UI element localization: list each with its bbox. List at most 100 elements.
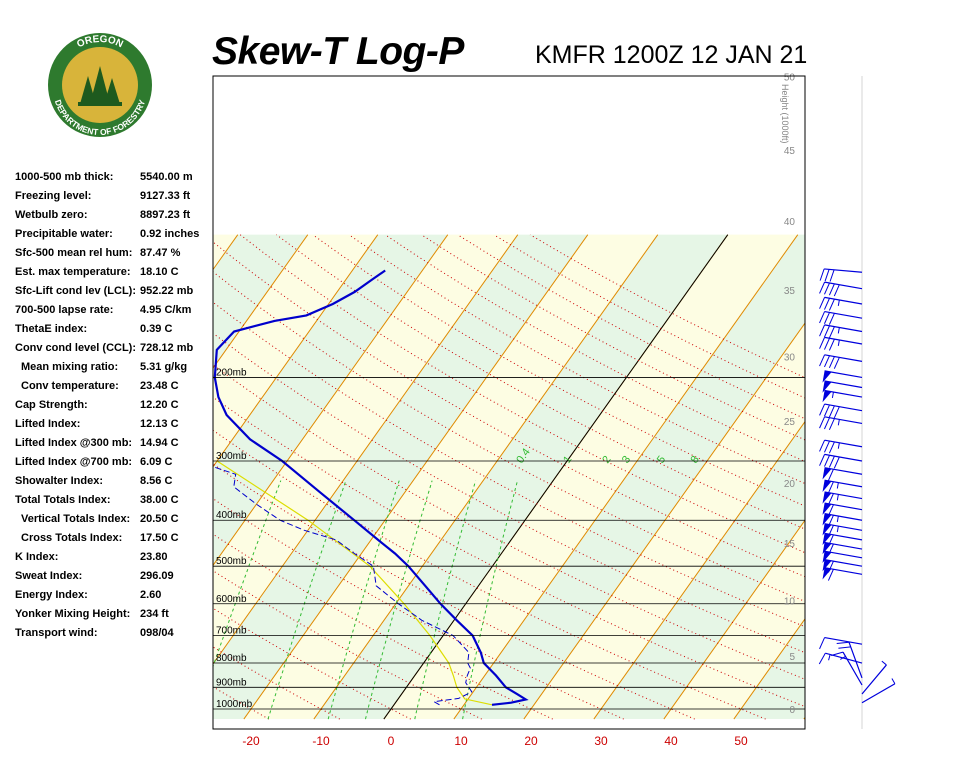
wind-barb-full (827, 560, 834, 573)
stat-label: Sweat Index: (15, 570, 83, 582)
wind-barb-half (836, 526, 839, 533)
plot-clip-group: 0.4 1 2 3 5 8 (213, 234, 805, 720)
wind-barb-full (819, 297, 826, 309)
wind-barb-full (819, 354, 826, 367)
wind-barb-full (824, 325, 830, 338)
wind-barb-full (824, 455, 830, 467)
wind-barb-half (837, 339, 840, 346)
stat-row: Precipitable water: 0.92 inches (15, 225, 220, 244)
wind-barb-staff (824, 403, 863, 412)
wind-barb-half (837, 442, 840, 449)
wind-barb (836, 641, 863, 679)
wind-barb (822, 559, 863, 573)
isotherm-line (733, 617, 805, 720)
temperature-band (383, 234, 798, 720)
wind-barb-full (833, 456, 840, 469)
isotherm-line (243, 234, 589, 720)
wind-barb-full (828, 441, 835, 454)
logo-text-top: OREGON (75, 34, 124, 50)
wind-barb-pennant (822, 480, 832, 492)
stat-value: 87.47 % (140, 247, 181, 259)
mixing-ratio-label: 5 (655, 454, 668, 466)
wind-barb-full (827, 534, 834, 547)
stat-row: Conv cond level (CCL): 728.12 mb (15, 339, 220, 358)
wind-barb (819, 268, 863, 282)
wind-barb-full (833, 357, 840, 369)
wind-barb-full (824, 282, 830, 295)
wind-barb-staff (824, 380, 863, 389)
wind-barb-staff (824, 523, 863, 531)
stat-label: Transport wind: (15, 627, 98, 639)
x-tick-label: 50 (734, 734, 748, 748)
height-tick-label: 10 (784, 597, 796, 608)
stat-label: Sfc-Lift cond lev (LCL): (15, 285, 136, 297)
wind-barb (822, 491, 863, 506)
stat-value: 952.22 mb (140, 285, 194, 297)
stat-row: K Index: 23.80 (15, 548, 220, 567)
stat-value: 17.50 C (140, 532, 179, 544)
wind-barb-staff (824, 636, 863, 645)
wind-barb-pennant (822, 390, 832, 403)
stat-row: ThetaE index: 0.39 C (15, 320, 220, 339)
wind-barb-full (824, 404, 830, 417)
isobar-label: 1000mb (216, 699, 253, 710)
wind-barb-full (827, 515, 834, 527)
isotherm-line (313, 234, 659, 720)
wind-barb (819, 636, 863, 650)
wind-barb-full (819, 439, 826, 452)
stat-value: 6.09 C (140, 456, 173, 468)
dry-adiabat-line (213, 607, 411, 720)
wind-barb (822, 513, 863, 527)
stat-value: 20.50 C (140, 513, 179, 525)
wind-barb (819, 403, 863, 419)
stat-label: 1000-500 mb thick: (15, 171, 114, 183)
height-tick-label: 5 (789, 652, 795, 663)
stat-value: 38.00 C (140, 494, 179, 506)
isobar-label: 800mb (216, 653, 247, 664)
stat-value: 8.56 C (140, 475, 173, 487)
wind-barb-full (827, 481, 834, 494)
wind-barb-full (819, 454, 826, 466)
wind-barb (822, 370, 863, 383)
stat-row: Freezing level: 9127.33 ft (15, 187, 220, 206)
wind-barb (822, 380, 863, 393)
wind-barb-full (833, 406, 840, 419)
temperature-band (313, 234, 728, 720)
wind-barbs-panel (818, 76, 896, 729)
wind-barb-staff (824, 567, 863, 575)
wind-barb (822, 523, 863, 537)
isotherm-line (213, 234, 449, 567)
wind-barb-half (881, 660, 887, 666)
height-tick-label: 40 (784, 217, 796, 228)
wind-barb-staff (824, 370, 863, 379)
mixing-ratio-label: 2 (600, 454, 613, 466)
stat-label: Lifted Index @300 mb: (15, 437, 133, 449)
wind-barb-half (836, 515, 839, 523)
mixing-ratio-line (365, 480, 433, 720)
x-tick-label: 20 (524, 734, 538, 748)
stat-value: 8897.23 ft (140, 209, 191, 221)
stat-value: 23.80 (140, 551, 168, 563)
stat-label: Total Totals Index: (15, 494, 111, 506)
wind-barb-full (828, 418, 835, 431)
wind-barb-pennant (822, 523, 832, 536)
wind-barb-staff (824, 453, 863, 462)
stat-row: Mean mixing ratio: 5.31 g/kg (15, 358, 220, 377)
temperature-trace-line (213, 269, 529, 706)
wind-barb (819, 336, 863, 351)
isobar-label: 900mb (216, 677, 247, 688)
stat-label: Yonker Mixing Height: (15, 608, 131, 620)
mixing-ratio-label: 1 (561, 454, 574, 466)
wind-barb (822, 479, 863, 494)
x-tick-label: 30 (594, 734, 608, 748)
stat-row: Sfc-500 mean rel hum: 87.47 % (15, 244, 220, 263)
stat-row: Energy Index: 2.60 (15, 586, 220, 605)
wind-barb (822, 532, 863, 547)
wind-barb-full (824, 417, 830, 430)
wind-barb-full (819, 311, 826, 324)
wind-barb-staff (824, 354, 863, 362)
isobar-label: 600mb (216, 594, 247, 605)
stat-row: Wetbulb zero: 8897.23 ft (15, 206, 220, 225)
stat-label: ThetaE index: (15, 323, 88, 335)
wind-barb-half (837, 327, 840, 334)
